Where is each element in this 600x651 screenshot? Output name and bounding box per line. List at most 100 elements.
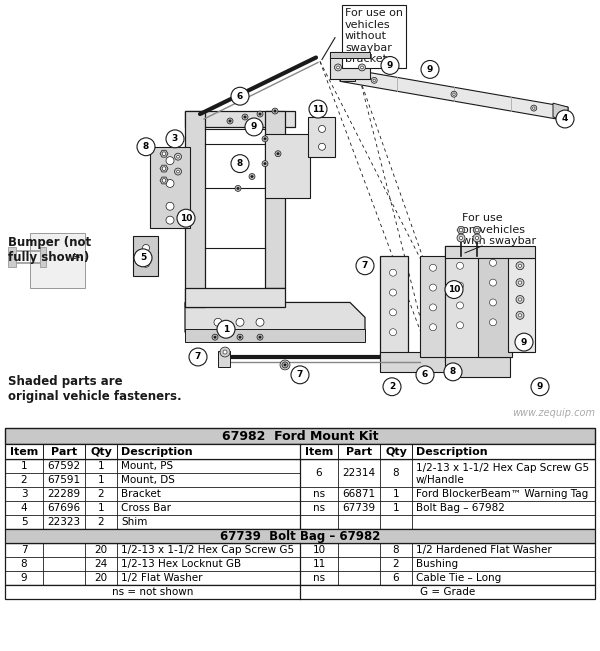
Circle shape: [457, 262, 464, 270]
Circle shape: [518, 298, 521, 301]
Circle shape: [231, 155, 249, 173]
Text: 1: 1: [98, 462, 104, 471]
Text: 1/2 Flat Washer: 1/2 Flat Washer: [121, 573, 203, 583]
Circle shape: [162, 178, 166, 182]
Circle shape: [212, 334, 218, 340]
Polygon shape: [185, 111, 205, 307]
Text: Cable Tie – Long: Cable Tie – Long: [416, 573, 501, 583]
Circle shape: [283, 363, 287, 367]
Circle shape: [236, 318, 244, 326]
Circle shape: [490, 279, 497, 286]
Polygon shape: [445, 246, 480, 362]
Circle shape: [416, 366, 434, 384]
Circle shape: [516, 279, 524, 286]
Circle shape: [247, 124, 253, 130]
Text: 1: 1: [223, 325, 229, 334]
Circle shape: [389, 329, 397, 336]
Text: ns: ns: [313, 573, 325, 583]
Text: 67696: 67696: [47, 503, 80, 513]
Bar: [5, 460, 595, 529]
Text: 10: 10: [448, 285, 460, 294]
Text: 22323: 22323: [47, 518, 80, 527]
Text: Bracket: Bracket: [121, 490, 161, 499]
Text: 8: 8: [392, 545, 400, 555]
Text: G = Grade: G = Grade: [420, 587, 475, 597]
Text: Description: Description: [416, 447, 488, 457]
Polygon shape: [265, 111, 285, 288]
Text: 8: 8: [392, 468, 400, 478]
Text: 10: 10: [313, 545, 326, 555]
Text: 9: 9: [537, 382, 543, 391]
Text: Bushing: Bushing: [416, 559, 458, 569]
Text: 22314: 22314: [343, 468, 376, 478]
Polygon shape: [553, 103, 568, 121]
Text: 7: 7: [20, 545, 28, 555]
Circle shape: [356, 257, 374, 275]
Circle shape: [319, 143, 325, 150]
Circle shape: [430, 324, 437, 331]
Circle shape: [229, 120, 231, 122]
Bar: [5, 543, 595, 585]
Polygon shape: [185, 329, 365, 342]
Circle shape: [421, 61, 439, 78]
Text: 2: 2: [98, 490, 104, 499]
Circle shape: [143, 260, 149, 268]
Text: 8: 8: [237, 159, 243, 168]
Text: Shaded parts are
original vehicle fasteners.: Shaded parts are original vehicle fasten…: [8, 375, 182, 403]
Circle shape: [166, 202, 174, 210]
Polygon shape: [160, 165, 168, 172]
Polygon shape: [330, 51, 370, 79]
Text: 1/2-13 x 1-1/2 Hex Cap Screw G5: 1/2-13 x 1-1/2 Hex Cap Screw G5: [416, 463, 589, 473]
Polygon shape: [457, 227, 465, 234]
Text: 6: 6: [392, 573, 400, 583]
Text: Mount, PS: Mount, PS: [121, 462, 173, 471]
Polygon shape: [160, 150, 168, 157]
Polygon shape: [185, 288, 285, 307]
Text: 9: 9: [521, 338, 527, 346]
Circle shape: [518, 314, 521, 317]
Circle shape: [162, 152, 166, 156]
Circle shape: [251, 175, 253, 178]
Text: 22289: 22289: [47, 490, 80, 499]
Circle shape: [220, 347, 230, 357]
Circle shape: [359, 64, 365, 71]
Text: 7: 7: [297, 370, 303, 380]
Polygon shape: [445, 246, 535, 258]
Text: 67591: 67591: [47, 475, 80, 485]
Text: 66871: 66871: [343, 490, 376, 499]
Circle shape: [457, 282, 464, 289]
Circle shape: [475, 236, 479, 240]
Text: 1: 1: [20, 462, 28, 471]
Bar: [5, 529, 595, 543]
Circle shape: [262, 161, 268, 167]
Text: ns = not shown: ns = not shown: [112, 587, 193, 597]
Circle shape: [516, 311, 524, 319]
Text: 3: 3: [20, 490, 28, 499]
Text: Cross Bar: Cross Bar: [121, 503, 171, 513]
Circle shape: [176, 156, 179, 158]
Circle shape: [274, 110, 276, 112]
Circle shape: [259, 113, 261, 115]
Text: 2: 2: [98, 518, 104, 527]
Text: 67592: 67592: [47, 462, 80, 471]
Polygon shape: [40, 247, 46, 267]
Circle shape: [282, 362, 288, 368]
Polygon shape: [478, 253, 512, 357]
Circle shape: [373, 79, 376, 81]
Circle shape: [361, 66, 364, 69]
Circle shape: [389, 309, 397, 316]
Circle shape: [460, 236, 463, 240]
Text: 4: 4: [562, 115, 568, 124]
Polygon shape: [445, 357, 510, 377]
Text: Part: Part: [51, 447, 77, 457]
Text: 4: 4: [20, 503, 28, 513]
Polygon shape: [265, 134, 310, 199]
Circle shape: [262, 136, 268, 142]
Text: 1: 1: [392, 490, 400, 499]
Circle shape: [291, 366, 309, 384]
Circle shape: [134, 249, 152, 267]
Circle shape: [453, 93, 455, 96]
Circle shape: [257, 111, 263, 117]
Circle shape: [277, 152, 279, 155]
Circle shape: [556, 110, 574, 128]
